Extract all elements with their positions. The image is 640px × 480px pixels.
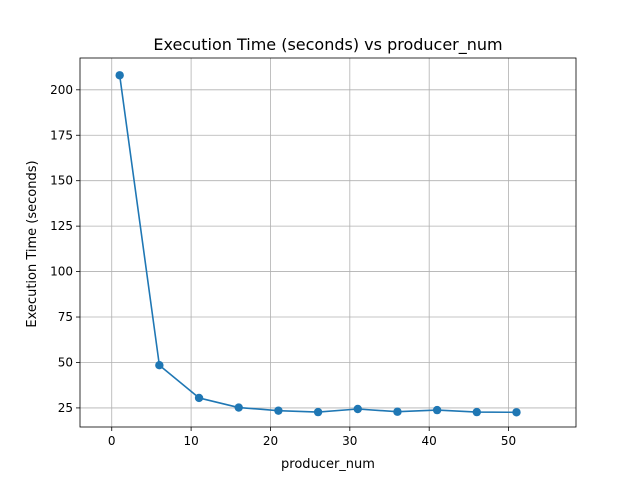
y-tick-label: 50 <box>58 355 73 369</box>
data-point <box>432 405 442 415</box>
y-tick-label: 200 <box>50 83 73 97</box>
data-point <box>393 407 402 416</box>
data-point <box>115 71 124 80</box>
y-tick-label: 175 <box>50 128 73 142</box>
x-tick-label: 10 <box>183 434 198 448</box>
grid <box>80 58 576 427</box>
y-tick-label: 25 <box>58 401 73 415</box>
data-point <box>194 393 204 403</box>
y-tick-label: 150 <box>50 174 73 188</box>
y-tick-label: 75 <box>58 310 73 324</box>
chart-title: Execution Time (seconds) vs producer_num <box>153 35 502 55</box>
data-point <box>512 408 521 417</box>
x-tick-label: 0 <box>108 434 116 448</box>
y-tick-label: 100 <box>50 265 73 279</box>
x-axis-label: producer_num <box>281 457 375 472</box>
y-tick-label: 125 <box>50 219 73 233</box>
series-layer <box>115 71 521 417</box>
x-axis-ticks: 0 10 20 30 40 50 <box>108 427 516 448</box>
data-point <box>313 407 323 417</box>
data-point <box>472 407 481 417</box>
data-point <box>274 406 283 415</box>
data-point <box>155 360 164 370</box>
y-axis-ticks: 25 50 75 100 125 150 175 200 <box>50 83 80 415</box>
data-point <box>353 404 362 414</box>
x-tick-label: 30 <box>342 434 357 448</box>
data-point <box>234 403 243 412</box>
x-tick-label: 40 <box>422 434 437 448</box>
x-tick-label: 20 <box>263 434 278 448</box>
axes-frame <box>79 57 577 428</box>
x-tick-label: 50 <box>501 434 516 448</box>
y-axis-label: Execution Time (seconds) <box>25 160 40 327</box>
